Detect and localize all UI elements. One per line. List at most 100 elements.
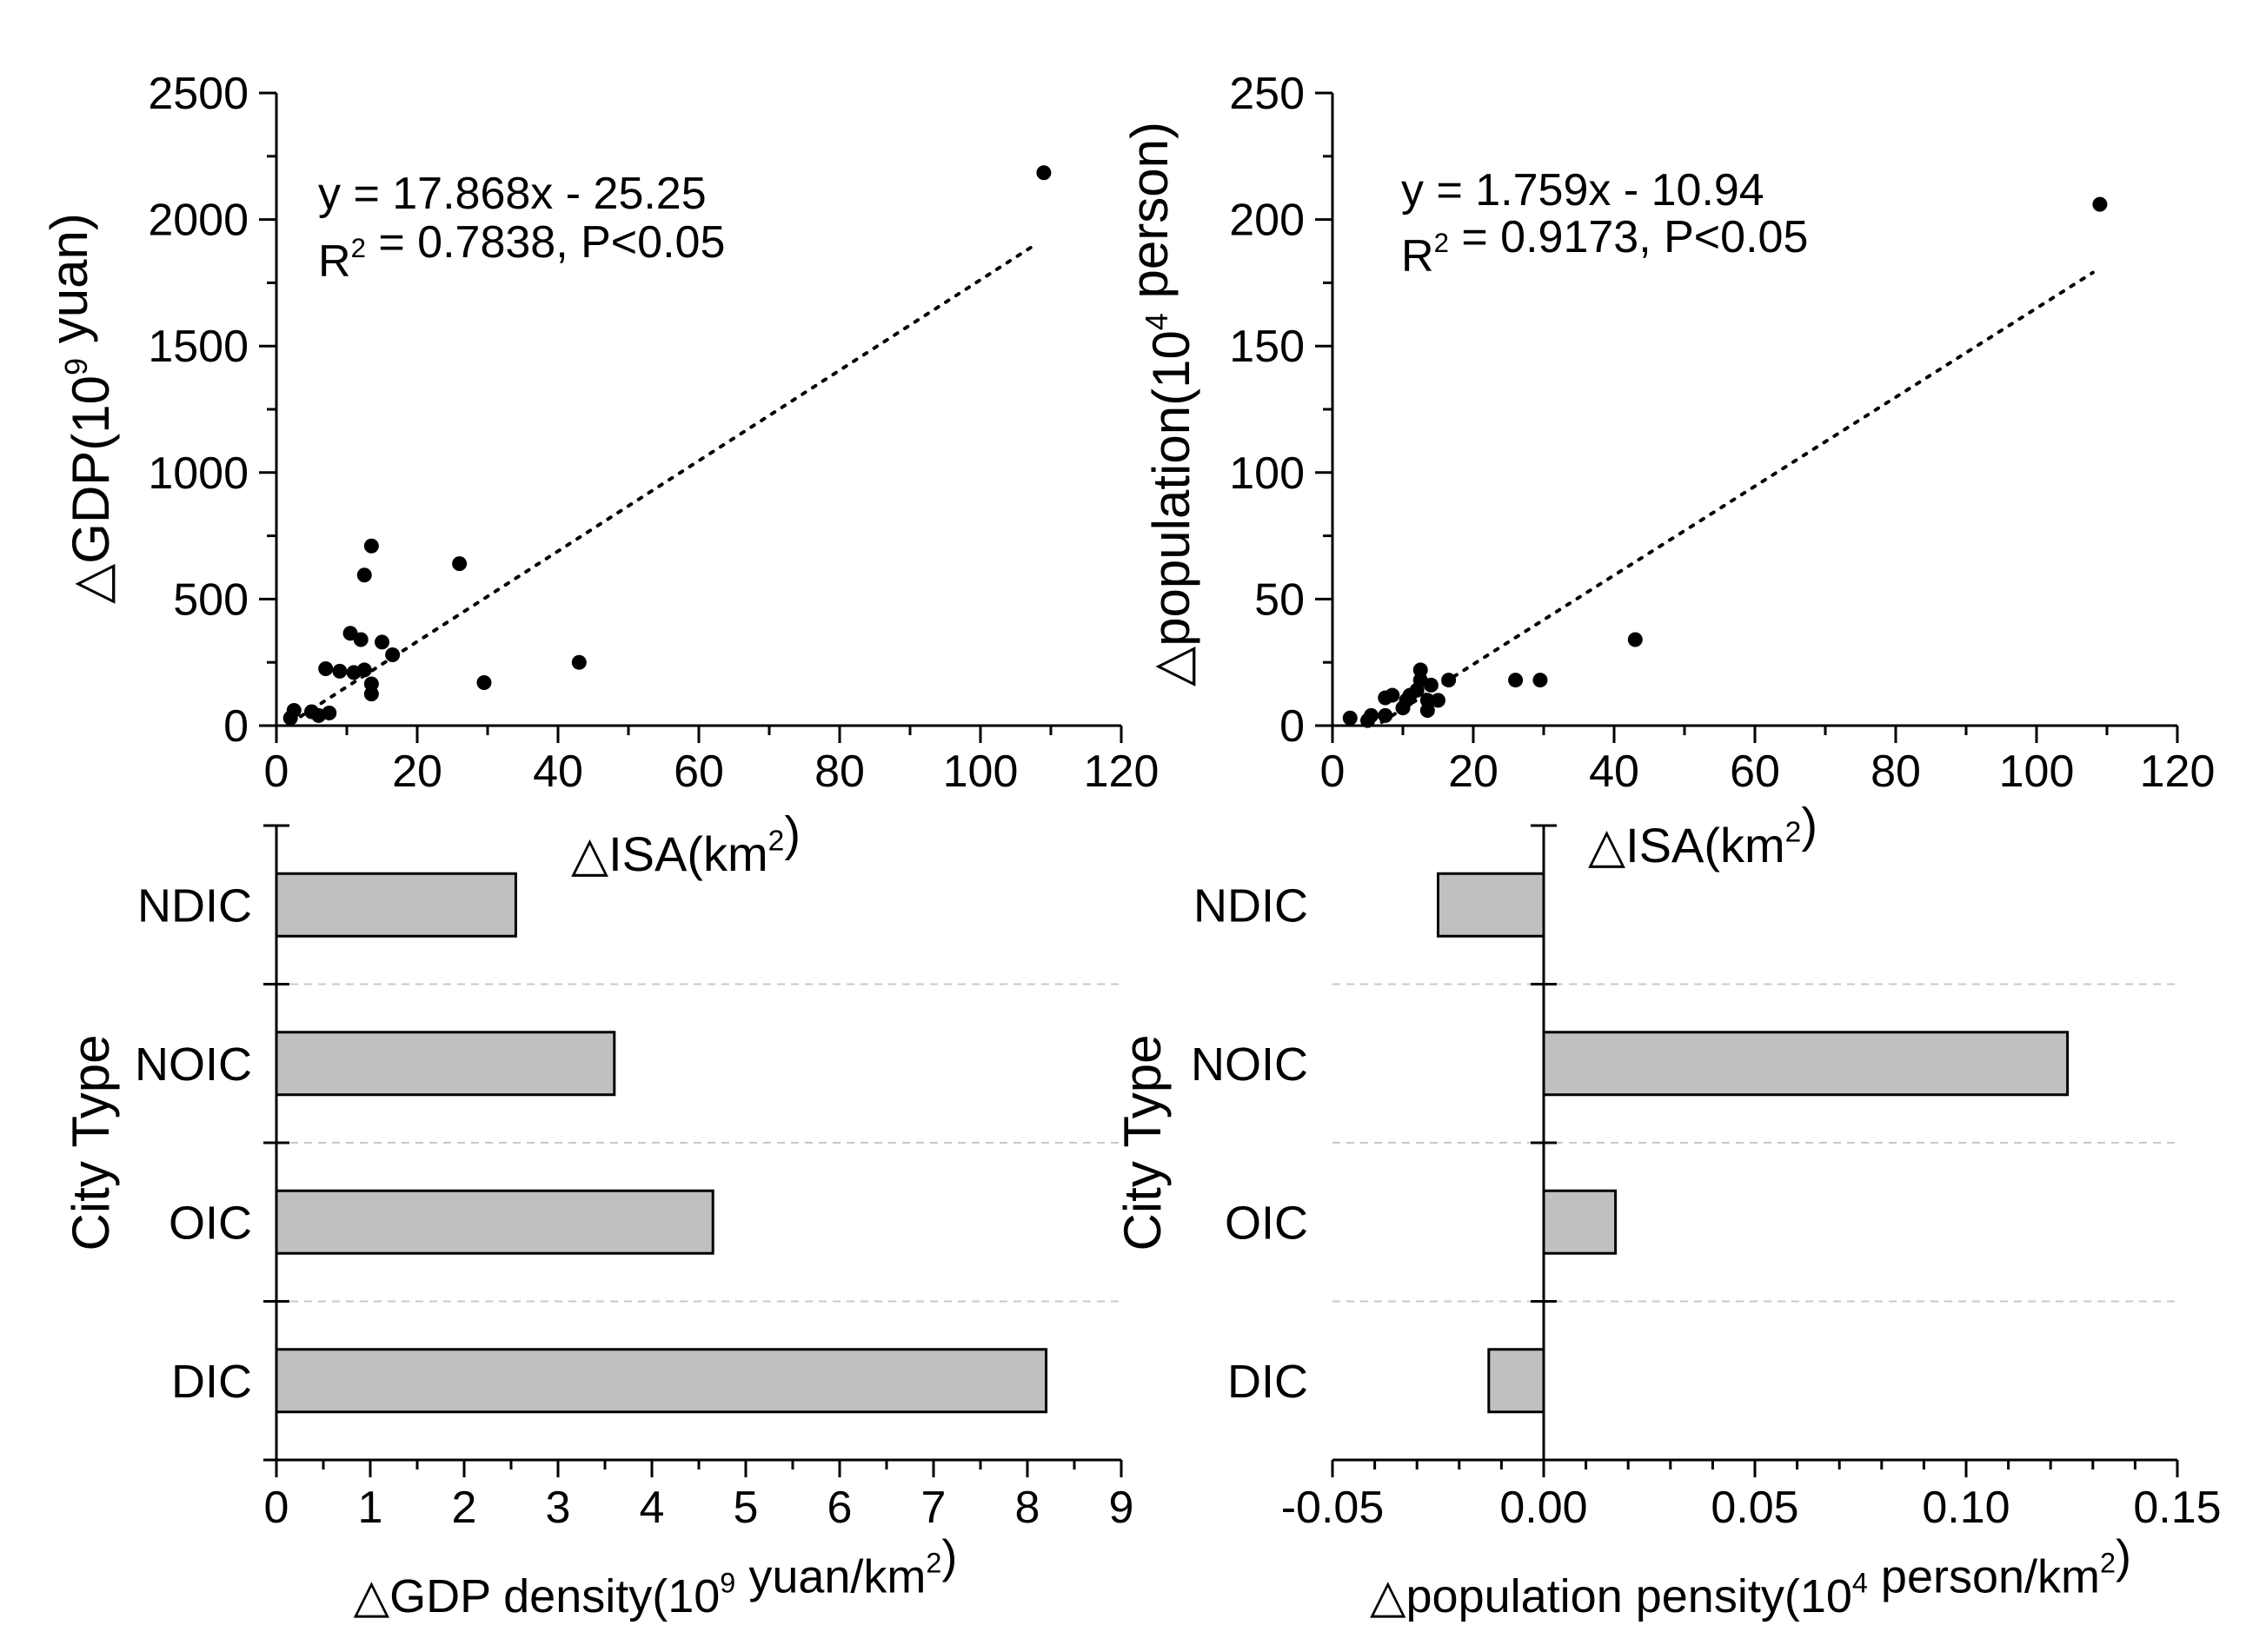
pop-y-tick-label: 200 [1229, 196, 1305, 246]
gdp-data-point [1036, 165, 1052, 181]
gdp-density-x-tick-label: 1 [358, 1483, 383, 1533]
gdp-data-point [363, 676, 379, 692]
pop-data-point [1532, 673, 1548, 688]
gdp-data-point [363, 538, 379, 554]
pop-data-point [1364, 707, 1379, 723]
pop-data-point [1419, 693, 1435, 708]
gdp-density-category-label: NOIC [135, 1038, 252, 1091]
gdp-density-x-tick-label: 0 [264, 1483, 289, 1533]
pop-density-x-tick-label: 0.15 [2133, 1483, 2221, 1533]
gdp-trendline [289, 242, 1039, 725]
gdp-x-tick-label: 0 [264, 746, 289, 797]
gdp-density-x-tick-label: 4 [640, 1483, 665, 1533]
pop-density-category-label: NDIC [1193, 879, 1308, 932]
pop-data-point [1419, 703, 1435, 719]
pop-data-point [1412, 662, 1428, 678]
gdp-density-x-tick-label: 8 [1015, 1483, 1040, 1533]
pop-data-point [1508, 673, 1524, 688]
gdp-x-tick-label: 80 [814, 746, 865, 797]
pop-y-tick-label: 50 [1254, 574, 1305, 625]
pop-x-tick-label: 0 [1320, 746, 1346, 797]
gdp-data-point [476, 674, 492, 690]
gdp-density-category-label: DIC [171, 1356, 252, 1408]
pop-x-tick-label: 60 [1730, 746, 1780, 797]
gdp-y-tick-label: 2500 [148, 69, 249, 119]
gdp-density-x-tick-label: 7 [921, 1483, 947, 1533]
gdp-regression-equation: y = 17.868x - 25.25 [318, 169, 707, 219]
pop-data-point [1441, 673, 1457, 688]
gdp-x-tick-label: 100 [943, 746, 1019, 797]
gdp-density-x-tick-label: 5 [734, 1483, 759, 1533]
pop-y-tick-label: 250 [1229, 69, 1305, 119]
gdp-density-y-axis-label: City Type [62, 1035, 120, 1251]
gdp-data-point [356, 567, 372, 583]
pop-y-axis-label: △population(104 person) [1120, 122, 1200, 687]
gdp-r-squared: R2 = 0.7838, P<0.05 [318, 217, 725, 287]
gdp-data-point [356, 662, 372, 678]
pop-regression-equation: y = 1.759x - 10.94 [1401, 165, 1764, 216]
pop-data-point [1385, 687, 1400, 703]
pop-density-y-axis-label: City Type [1113, 1035, 1172, 1251]
pop-density-bar [1542, 1031, 2070, 1097]
gdp-density-bar [275, 1189, 714, 1255]
pop-x-tick-label: 20 [1448, 746, 1498, 797]
gdp-density-bar [275, 872, 517, 938]
gdp-data-point [452, 556, 468, 572]
pop-density-x-tick-label: 0.10 [1922, 1483, 2010, 1533]
pop-density-bar [1487, 1348, 1545, 1414]
pop-r-squared: R2 = 0.9173, P<0.05 [1401, 212, 1808, 282]
pop-density-category-label: DIC [1227, 1356, 1308, 1408]
gdp-data-point [385, 647, 401, 662]
gdp-data-point [375, 634, 389, 650]
pop-x-tick-label: 120 [2140, 746, 2216, 797]
pop-density-bar [1542, 1189, 1618, 1255]
gdp-x-tick-label: 40 [533, 746, 583, 797]
gdp-data-point [322, 705, 337, 720]
pop-density-x-tick-label: 0.05 [1711, 1483, 1798, 1533]
pop-x-tick-label: 80 [1871, 746, 1921, 797]
pop-y-tick-label: 0 [1279, 701, 1305, 752]
pop-density-category-label: NOIC [1191, 1038, 1308, 1091]
gdp-density-x-tick-label: 6 [827, 1483, 853, 1533]
gdp-x-axis-label: △ISA(km2) [571, 806, 801, 881]
gdp-y-tick-label: 2000 [148, 196, 249, 246]
gdp-data-point [286, 703, 302, 719]
gdp-y-tick-label: 0 [223, 701, 249, 752]
pop-x-tick-label: 40 [1589, 746, 1639, 797]
gdp-density-x-tick-label: 9 [1109, 1483, 1134, 1533]
pop-density-x-tick-label: 0.00 [1499, 1483, 1587, 1533]
pop-trendline [1379, 270, 2095, 725]
gdp-data-point [353, 632, 369, 647]
pop-density-bar [1437, 872, 1545, 938]
pop-x-tick-label: 100 [1999, 746, 2075, 797]
gdp-y-tick-label: 500 [173, 574, 249, 625]
gdp-data-point [318, 660, 334, 676]
pop-x-axis-label: △ISA(km2) [1588, 797, 1817, 872]
pop-data-point [1423, 677, 1439, 693]
gdp-density-bar [275, 1348, 1048, 1414]
pop-data-point [1627, 632, 1643, 647]
pop-y-tick-label: 100 [1229, 448, 1305, 499]
pop-density-x-axis-label: △population pensity(104 person/km2) [1370, 1531, 2131, 1622]
pop-data-point [1342, 710, 1358, 726]
pop-data-point [1378, 707, 1393, 723]
pop-y-tick-label: 150 [1229, 322, 1305, 372]
gdp-density-category-label: NDIC [137, 879, 252, 932]
gdp-density-bar [275, 1031, 616, 1097]
gdp-y-tick-label: 1000 [148, 448, 249, 499]
gdp-data-point [363, 687, 379, 702]
pop-density-category-label: OIC [1225, 1197, 1308, 1249]
gdp-x-tick-label: 60 [674, 746, 724, 797]
pop-density-x-tick-label: -0.05 [1281, 1483, 1385, 1533]
gdp-density-x-tick-label: 3 [546, 1483, 571, 1533]
gdp-density-category-label: OIC [169, 1197, 252, 1249]
gdp-density-x-axis-label: △GDP density(109 yuan/km2) [354, 1531, 958, 1622]
gdp-y-axis-label: △GDP(109 yuan) [40, 213, 120, 604]
gdp-y-tick-label: 1500 [148, 322, 249, 372]
pop-data-point [1431, 693, 1445, 708]
pop-data-point [2092, 196, 2108, 212]
gdp-x-tick-label: 120 [1084, 746, 1160, 797]
gdp-data-point [332, 663, 348, 679]
